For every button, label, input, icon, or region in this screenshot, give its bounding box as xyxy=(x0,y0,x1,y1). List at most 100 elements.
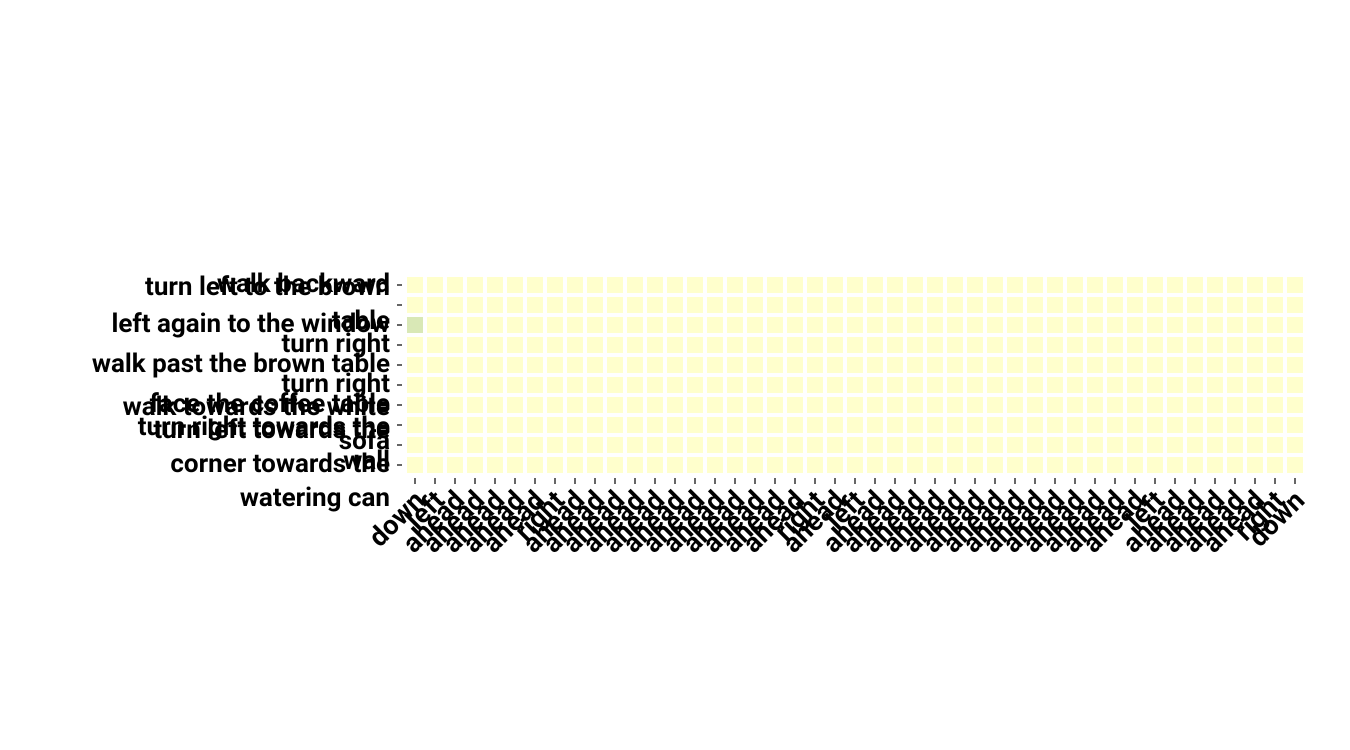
heat-cell xyxy=(467,397,483,413)
heat-cell xyxy=(947,417,963,433)
heat-cell xyxy=(707,437,723,453)
heat-cell xyxy=(947,317,963,333)
heat-cell xyxy=(947,357,963,373)
heat-cell xyxy=(407,437,423,453)
heat-cell xyxy=(587,317,603,333)
heat-cell xyxy=(927,277,943,293)
heat-cell xyxy=(1107,377,1123,393)
heat-cell xyxy=(427,297,443,313)
heat-cell xyxy=(627,337,643,353)
heat-cell xyxy=(507,277,523,293)
heat-cell xyxy=(1227,437,1243,453)
heat-cell xyxy=(907,337,923,353)
heat-cell xyxy=(527,457,543,473)
heat-cell xyxy=(787,437,803,453)
heat-cell xyxy=(1187,437,1203,453)
heat-cell xyxy=(1087,297,1103,313)
heat-cell xyxy=(587,337,603,353)
heat-cell xyxy=(667,457,683,473)
heat-cell xyxy=(1207,297,1223,313)
heat-cell xyxy=(987,317,1003,333)
heat-cell xyxy=(487,277,503,293)
heat-cell xyxy=(1007,337,1023,353)
heat-cell xyxy=(967,397,983,413)
heat-cell xyxy=(1187,317,1203,333)
heat-cell xyxy=(587,457,603,473)
heat-cell xyxy=(587,397,603,413)
heat-cell xyxy=(807,277,823,293)
heat-cell xyxy=(407,317,423,333)
heat-cell xyxy=(927,417,943,433)
heat-cell xyxy=(1047,377,1063,393)
heat-cell xyxy=(407,397,423,413)
heat-cell xyxy=(747,457,763,473)
heat-cell xyxy=(627,297,643,313)
heat-cell xyxy=(1027,297,1043,313)
y-tick-label: walk backward xyxy=(217,269,390,299)
heat-cell xyxy=(1127,317,1143,333)
heat-cell xyxy=(407,457,423,473)
heat-cell xyxy=(867,437,883,453)
heat-cell xyxy=(527,417,543,433)
heat-cell xyxy=(1167,417,1183,433)
heat-cell xyxy=(1127,277,1143,293)
y-tick-label: left again to the window xyxy=(112,309,391,339)
heat-cell xyxy=(767,357,783,373)
heat-cell xyxy=(467,317,483,333)
heat-cell xyxy=(1267,377,1283,393)
heat-cell xyxy=(1207,457,1223,473)
heat-cell xyxy=(547,277,563,293)
heat-cell xyxy=(1027,337,1043,353)
heat-cell xyxy=(1227,357,1243,373)
heat-cell xyxy=(507,377,523,393)
heat-cell xyxy=(1067,357,1083,373)
heat-cell xyxy=(1167,277,1183,293)
heat-cell xyxy=(1227,337,1243,353)
heat-cell xyxy=(607,357,623,373)
heat-cell xyxy=(787,417,803,433)
heat-cell xyxy=(1287,277,1303,293)
heat-cell xyxy=(907,297,923,313)
heat-cell xyxy=(1227,297,1243,313)
heat-cell xyxy=(947,397,963,413)
y-tick-label: table xyxy=(332,306,390,336)
heat-cell xyxy=(607,417,623,433)
heat-cell xyxy=(987,457,1003,473)
heat-cell xyxy=(607,437,623,453)
heat-cell xyxy=(1287,357,1303,373)
heat-cell xyxy=(867,277,883,293)
heat-cell xyxy=(447,317,463,333)
heat-cell xyxy=(927,397,943,413)
heat-cell xyxy=(1167,437,1183,453)
heat-cell xyxy=(1027,457,1043,473)
heat-cell xyxy=(1167,297,1183,313)
heat-cell xyxy=(1287,397,1303,413)
heat-cell xyxy=(1207,437,1223,453)
heat-cell xyxy=(627,417,643,433)
heat-cell xyxy=(1147,357,1163,373)
y-tick-label: turn right towards the xyxy=(138,412,390,442)
heat-cell xyxy=(887,397,903,413)
heat-cell xyxy=(567,297,583,313)
heat-cell xyxy=(1227,457,1243,473)
heat-cell xyxy=(707,297,723,313)
heat-cell xyxy=(547,337,563,353)
heat-cell xyxy=(1007,277,1023,293)
heat-cell xyxy=(407,417,423,433)
heat-cell xyxy=(567,337,583,353)
heat-cell xyxy=(727,377,743,393)
heat-cell xyxy=(1107,437,1123,453)
heat-cell xyxy=(447,337,463,353)
y-tick-label: wall xyxy=(343,446,390,476)
heat-cell xyxy=(487,377,503,393)
heat-cell xyxy=(1287,437,1303,453)
heat-cell xyxy=(1187,457,1203,473)
heat-cell xyxy=(467,277,483,293)
heat-cell xyxy=(907,317,923,333)
heat-cell xyxy=(907,377,923,393)
heat-cell xyxy=(567,357,583,373)
heat-cell xyxy=(807,457,823,473)
y-tick-label: face the coffee table xyxy=(150,389,390,419)
heat-cell xyxy=(1087,417,1103,433)
heat-cell xyxy=(1007,317,1023,333)
